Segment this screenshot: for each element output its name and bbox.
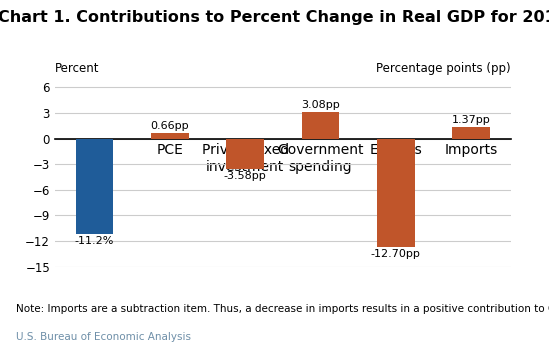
Text: 0.66pp: 0.66pp (150, 121, 189, 131)
Text: U.S. Bureau of Economic Analysis: U.S. Bureau of Economic Analysis (16, 332, 192, 342)
Text: 1.37pp: 1.37pp (452, 115, 490, 125)
Text: Percentage points (pp): Percentage points (pp) (376, 62, 511, 75)
Bar (226, 139, 264, 169)
Text: Note: Imports are a subtraction item. Thus, a decrease in imports results in a p: Note: Imports are a subtraction item. Th… (16, 304, 549, 314)
Text: -11.2%: -11.2% (75, 236, 114, 246)
Bar (452, 127, 490, 139)
Text: 3.08pp: 3.08pp (301, 100, 340, 110)
Text: -3.58pp: -3.58pp (223, 171, 266, 181)
Bar (151, 133, 189, 139)
Bar (76, 139, 113, 234)
Text: -12.70pp: -12.70pp (371, 249, 421, 259)
Bar (301, 112, 339, 139)
Bar (377, 139, 414, 247)
Text: Percent: Percent (55, 62, 99, 75)
Text: Chart 1. Contributions to Percent Change in Real GDP for 2019: Chart 1. Contributions to Percent Change… (0, 10, 549, 25)
